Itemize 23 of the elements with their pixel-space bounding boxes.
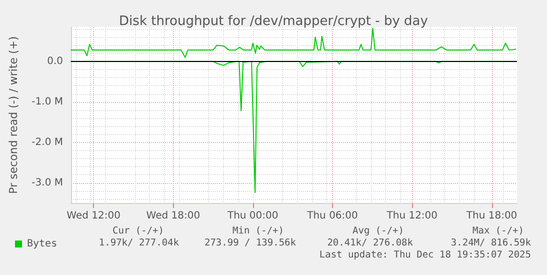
text: Cur (-/+) [112,226,164,236]
y-axis-title: Pr second read (-) / write (+) [7,36,20,194]
y-tick-label: 0.0 [47,56,63,67]
chart-title: Disk throughput for /dev/mapper/crypt - by day [119,14,428,29]
y-tick-label: -2.0 M [32,136,63,148]
text: Max (-/+) [472,226,524,236]
text: 273.99 / 139.56k [204,238,296,248]
x-tick-label: Thu 12:00 [386,210,438,222]
text: 1.97k/ 277.04k [98,238,180,248]
x-tick-label: Thu 18:00 [465,210,518,222]
line-series [70,28,516,58]
x-tick-label: Wed 12:00 [66,210,120,222]
text: Min (-/+) [232,226,284,236]
x-tick-label: Wed 18:00 [146,210,200,222]
y-tick-label: -1.0 M [32,96,63,108]
text: Last update: Thu Dec 18 19:35:07 2025 [319,250,531,260]
text: 3.24M/ 816.59k [450,238,532,248]
x-tick-label: Thu 00:00 [226,210,278,222]
x-tick-label: Thu 06:00 [306,210,358,222]
text: 20.41k/ 276.08k [327,238,414,248]
text: Avg (-/+) [352,226,404,236]
y-tick-label: -3.0 M [32,177,63,188]
legend-label: Bytes [27,238,58,250]
